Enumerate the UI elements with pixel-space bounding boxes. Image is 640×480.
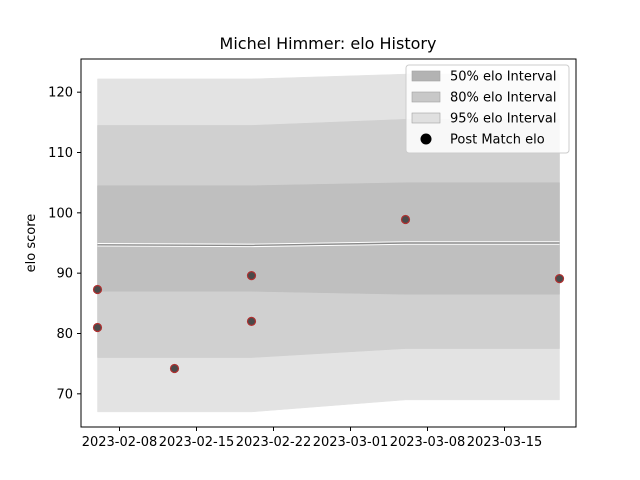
legend-label: 50% elo Interval bbox=[450, 70, 557, 85]
legend-swatch bbox=[411, 91, 441, 103]
x-tick-label: 2023-02-08 bbox=[82, 435, 158, 450]
post-match-point-4 bbox=[246, 271, 257, 281]
post-match-point-3 bbox=[169, 363, 180, 374]
legend-box bbox=[405, 64, 570, 154]
band-50-percent bbox=[97, 182, 560, 295]
y-axis: 70 80 90 100 110 120 bbox=[48, 86, 81, 402]
y-axis-title: elo score bbox=[24, 214, 39, 273]
post-match-point-2 bbox=[92, 322, 103, 333]
legend-swatch bbox=[411, 70, 441, 82]
x-tick-label: 2023-03-15 bbox=[467, 435, 543, 450]
x-tick-label: 2023-02-22 bbox=[236, 435, 312, 450]
x-axis: 2023-02-08 2023-02-15 2023-02-22 2023-03-01… bbox=[82, 427, 543, 450]
legend-swatch bbox=[411, 112, 441, 124]
x-tick-label: 2023-03-01 bbox=[313, 435, 389, 450]
y-tick-label: 90 bbox=[56, 267, 73, 282]
y-tick-label: 120 bbox=[48, 86, 73, 101]
y-tick-label: 70 bbox=[56, 387, 73, 402]
y-tick-label: 80 bbox=[56, 327, 73, 342]
legend-marker bbox=[420, 133, 432, 145]
x-tick-label: 2023-02-15 bbox=[159, 435, 235, 450]
post-match-point-7 bbox=[554, 274, 565, 284]
post-match-points bbox=[92, 214, 565, 374]
mean-line-layer bbox=[97, 241, 560, 248]
plot-frame bbox=[80, 58, 577, 428]
chart-title: Michel Himmer: elo History bbox=[220, 34, 437, 53]
post-match-point-1 bbox=[92, 284, 103, 295]
legend-label: 95% elo Interval bbox=[450, 112, 557, 127]
y-tick-label: 100 bbox=[48, 206, 73, 221]
post-match-point-5 bbox=[246, 316, 257, 326]
legend-label: Post Match elo bbox=[450, 133, 545, 148]
legend-label: 80% elo Interval bbox=[450, 91, 557, 106]
x-tick-label: 2023-03-08 bbox=[390, 435, 466, 450]
y-tick-label: 110 bbox=[48, 146, 73, 161]
mean-line bbox=[97, 242, 560, 247]
legend: 50% elo Interval 80% elo Interval 95% elo … bbox=[405, 64, 570, 154]
post-match-point-6 bbox=[400, 214, 411, 225]
